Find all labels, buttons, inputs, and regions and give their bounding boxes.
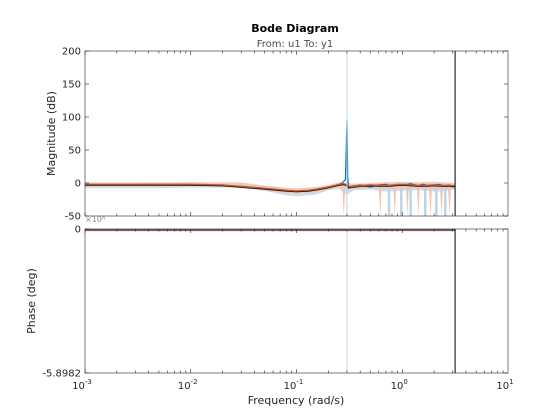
estimate-line [85, 182, 456, 192]
magnitude-curves [85, 51, 456, 216]
magnitude-ylabel: Magnitude (dB) [45, 91, 58, 176]
magnitude-ytick-label: 100 [62, 113, 81, 124]
phase-ytick-label: 0 [75, 225, 81, 236]
magnitude-ytick-label: -50 [65, 212, 81, 223]
x-tick-label: 10-2 [178, 378, 198, 392]
magnitude-ytick-label: 200 [62, 47, 81, 58]
x-tick-label: 101 [496, 378, 513, 392]
magnitude-axes-box [84, 50, 509, 217]
phase-ylabel: Phase (deg) [25, 268, 38, 334]
magnitude-dips [342, 186, 451, 216]
dip-red [429, 188, 432, 216]
dip-red [342, 188, 346, 216]
dip-red [440, 188, 443, 216]
dip-red [406, 188, 409, 216]
phase-ytick-label: -5.8982 [42, 369, 81, 380]
phase-axes-background [85, 229, 508, 373]
chart-title: Bode Diagram [251, 22, 339, 35]
magnitude-panel: -50 0 50 100 150 200 Magnitude (dB) [45, 47, 509, 223]
magnitude-ytick-label: 150 [62, 80, 81, 91]
magnitude-ytick-label: 50 [68, 146, 81, 157]
x-tick-label: 10-1 [284, 378, 304, 392]
x-axis-label: Frequency (rad/s) [248, 394, 345, 407]
dip-red [378, 188, 382, 216]
x-tick-label: 100 [391, 378, 408, 392]
phase-curves [85, 229, 456, 373]
dip-red [393, 188, 397, 216]
chart-subtitle: From: u1 To: y1 [257, 39, 334, 50]
phase-axes-box [84, 228, 509, 374]
dip-red [448, 188, 451, 216]
dip-red [416, 188, 420, 216]
magnitude-ytick-label: 0 [75, 179, 81, 190]
phase-exponent-label: ×10⁸ [85, 215, 105, 224]
x-tick-label: 10-3 [72, 378, 92, 392]
nominal-line [85, 184, 456, 193]
